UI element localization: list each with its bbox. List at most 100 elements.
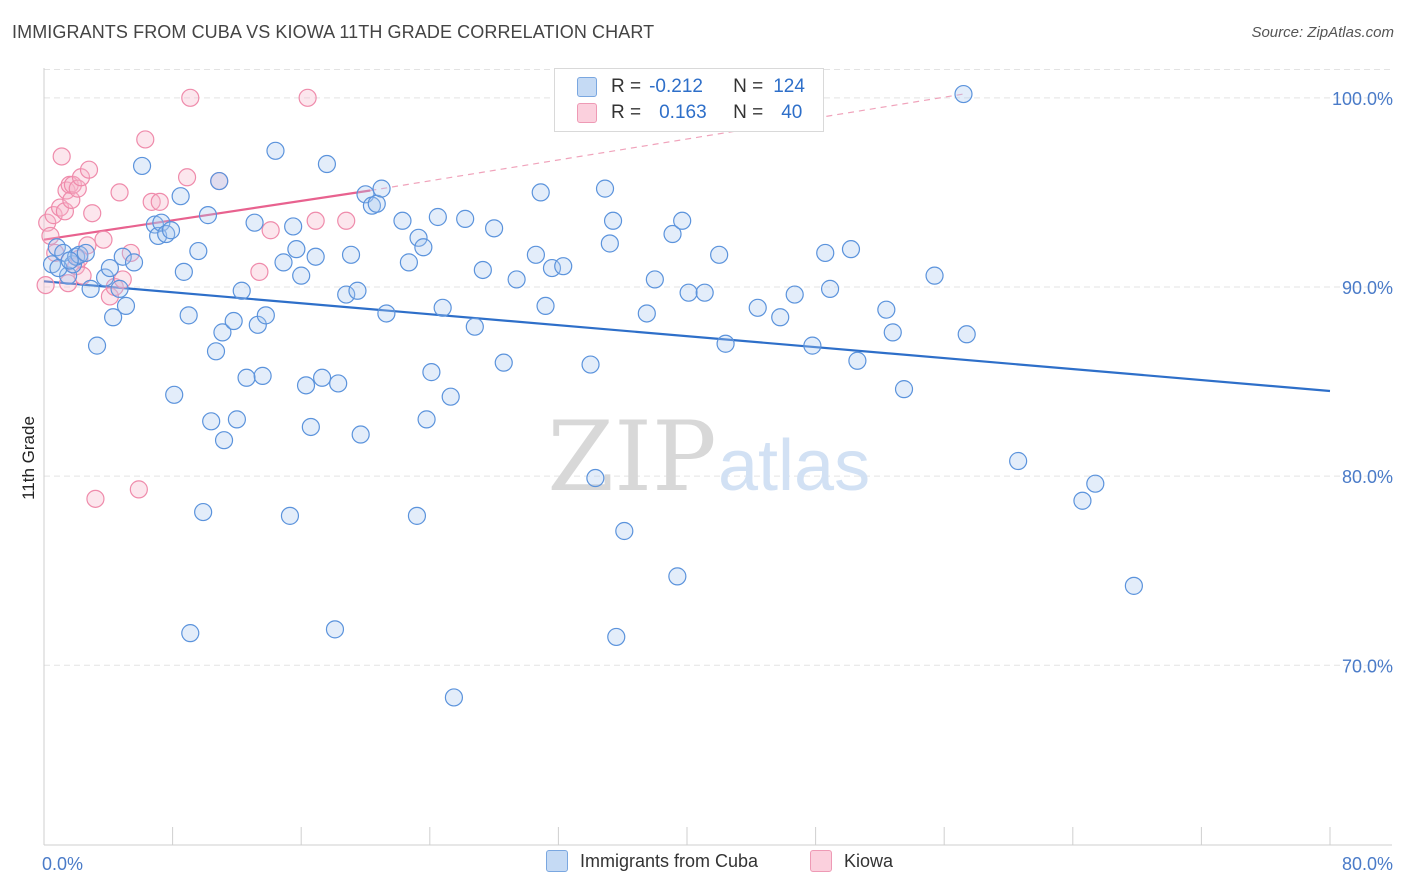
data-point-kiowa [150,192,169,211]
legend-row-kiowa: R = 0.163 N = 40 [577,100,802,126]
data-point-kiowa [100,287,120,306]
chart-title: IMMIGRANTS FROM CUBA VS KIOWA 11TH GRADE… [12,22,655,42]
data-point-cuba [317,154,337,174]
data-point-cuba [274,253,293,272]
data-point-cuba [507,270,526,289]
data-point-cuba [372,179,391,198]
data-point-cuba [95,268,115,287]
data-point-cuba [165,385,184,404]
tick-labels: 70.0% 80.0% 90.0% 100.0% 0.0% 80.0% [42,89,1393,874]
bottom-legend-label-kiowa: Kiowa [844,850,894,871]
data-point-cuba [954,84,973,104]
data-point-cuba [171,187,190,206]
data-point-cuba [595,179,615,198]
data-point-cuba [296,376,316,395]
data-point-cuba [526,245,545,264]
data-point-kiowa [36,275,55,295]
data-point-cuba [441,387,460,406]
y-tick-label: 90.0% [1342,278,1393,298]
data-point-kiowa [52,147,71,166]
x-tick-label: 80.0% [1342,854,1393,874]
data-point-cuba [894,380,914,399]
data-point-cuba [367,194,386,213]
legend-row-cuba: R = -0.212 N = 124 [577,74,805,100]
data-point-cuba [113,247,132,266]
data-point-cuba [194,502,213,522]
data-point-cuba [100,258,120,278]
trend-lines [43,93,1331,393]
data-point-cuba [679,283,698,302]
data-point-cuba [820,279,840,298]
data-point-cuba [232,281,251,300]
data-point-cuba [531,183,550,202]
data-point-cuba [301,417,320,437]
bottom-legend-label-cuba: Immigrants from Cuba [580,850,759,871]
data-point-cuba [1009,451,1028,471]
data-point-cuba [341,245,361,264]
data-point-cuba [803,336,822,355]
data-point-cuba [253,366,272,385]
data-point-cuba [433,298,452,317]
data-point-cuba [785,285,804,304]
data-point-cuba [668,567,687,586]
data-point-kiowa [94,230,113,249]
data-point-cuba [1073,491,1092,510]
data-point-cuba [124,253,144,272]
data-point-cuba [116,296,136,316]
data-point-cuba [1124,576,1143,595]
source-label: Source: ZipAtlas.com [1251,24,1394,41]
legend-n-label: N = [733,76,764,97]
data-point-kiowa [250,262,269,281]
data-point-cuba [202,412,221,431]
series-immigrants-from-cuba [42,84,1143,707]
x-tick-label: 0.0% [42,854,83,874]
data-point-cuba [603,211,623,230]
legend-r-value: -0.212 [649,76,703,97]
data-point-cuba [110,279,129,298]
data-point-cuba [174,262,193,281]
legend-n-value: 124 [773,76,805,97]
data-point-cuba [306,247,325,266]
bottom-legend-cuba: Immigrants from Cuba [546,850,758,872]
data-point-cuba [816,243,835,263]
bottom-legend-swatch-cuba [546,850,568,872]
data-point-kiowa [306,211,325,230]
legend-swatch-kiowa [577,103,597,123]
data-point-cuba [485,219,504,238]
y-tick-label: 100.0% [1332,89,1393,109]
data-point-cuba [417,410,436,429]
data-point-cuba [237,368,256,387]
data-point-cuba [600,234,619,253]
data-point-cuba [224,311,243,331]
trend-line-cuba [43,280,1331,393]
y-tick-label: 70.0% [1342,656,1393,676]
bottom-legend-swatch-kiowa [810,850,832,872]
data-point-cuba [256,306,275,325]
data-point-cuba [198,206,218,225]
data-point-cuba [377,304,396,323]
data-point-kiowa [177,168,197,187]
data-point-cuba [663,224,682,244]
data-point-kiowa [44,206,63,225]
data-point-cuba [81,279,100,298]
data-point-cuba [586,468,605,488]
watermark-zip: ZIP [547,401,716,513]
data-point-cuba [542,258,562,278]
data-point-cuba [957,325,976,344]
axes [43,68,1392,846]
data-point-cuba [645,270,664,289]
data-point-cuba [179,306,198,325]
data-point-cuba [245,213,264,232]
data-point-cuba [925,266,944,285]
data-point-cuba [206,342,226,361]
data-point-cuba [214,431,234,450]
data-point-cuba [292,266,311,285]
data-point-cuba [351,425,370,444]
data-point-cuba [104,308,123,327]
data-point-cuba [607,627,626,647]
legend-n-value: 40 [781,102,803,123]
data-point-cuba [771,308,790,327]
legend: R = -0.212 N = 124 R = 0.163 N = 40 [554,68,824,132]
data-point-cuba [877,300,896,319]
